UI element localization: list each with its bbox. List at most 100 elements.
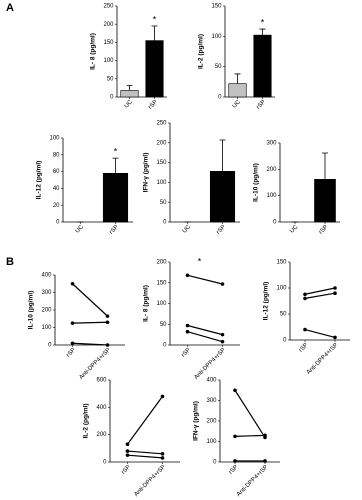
bar [228,83,247,98]
point [233,459,237,463]
y-tick-label: 80 [53,152,60,158]
y-tick-label: 100 [41,325,52,331]
point [105,314,110,318]
y-tick-label: 250 [103,4,114,10]
y-tick-label: 0 [218,95,222,101]
x-tick-label: UC [289,224,300,235]
pair-line [187,331,223,343]
pair-line [234,389,266,438]
y-tick-label: 100 [206,439,217,445]
y-tick-label: 250 [156,121,167,127]
point [160,452,165,456]
point [220,339,225,344]
error-bar [219,139,226,172]
point [233,434,237,439]
y-tick-label: 50 [280,312,287,318]
y-tick-label: 300 [266,141,277,147]
y-axis-label: IL-12 (pg/ml) [263,282,270,321]
y-tick-label: 200 [103,22,114,28]
error-bar [234,73,241,84]
x-tick-label: rSP [181,347,192,358]
point [303,327,307,332]
y-tick-label: 0 [103,460,107,466]
error-bar [259,28,266,36]
pair-line [304,287,336,295]
bar [314,179,336,223]
bar [120,90,139,98]
point [333,291,337,296]
bar [102,172,129,223]
y-tick-label: 400 [206,378,217,384]
bar [209,171,236,223]
y-tick-label: 100 [156,180,167,186]
y-tick-label: 40 [53,186,60,192]
point [160,394,165,399]
x-tick-label: rSP [256,99,267,110]
point [160,456,165,460]
y-tick-label: 50 [107,76,114,82]
point [185,329,190,334]
point [333,286,337,290]
y-tick-label: 50 [160,322,167,328]
x-tick-label: Anti-DPP4+rSP [78,347,112,381]
point [105,320,110,325]
y-tick-label: 100 [103,58,114,64]
y-axis-label: IL- 8 (pg/ml) [90,33,97,70]
y-tick-label: 150 [211,4,222,10]
point [185,273,190,278]
error-bar [322,152,328,180]
y-tick-label: 100 [276,286,287,292]
x-tick-label: Anti-DPP4+rSP [133,464,167,498]
x-tick-label: rSP [216,224,227,235]
y-tick-label: 200 [206,419,217,425]
y-tick-label: 0 [56,220,60,226]
y-tick-label: 0 [283,338,287,344]
y-tick-label: 200 [266,167,277,173]
y-tick-label: 200 [156,140,167,146]
y-tick-label: 20 [53,203,60,209]
x-tick-label: UC [75,224,86,235]
y-tick-label: 100 [156,301,167,307]
x-tick-label: rSP [318,224,329,235]
y-tick-label: 100 [211,34,222,40]
x-tick-label: rSP [228,464,239,475]
pair-line [127,450,163,455]
y-axis-label: IFN-γ (pg/ml) [193,401,200,441]
pair-line [187,324,223,336]
point [263,433,267,438]
panel-label: B [6,256,14,268]
y-tick-label: 100 [266,193,277,199]
point [220,332,225,337]
point [70,341,75,346]
y-tick-label: 600 [96,378,107,384]
y-tick-label: 50 [215,64,222,70]
y-tick-label: 0 [163,220,167,226]
x-tick-label: Anti-DPP4+rSP [193,347,227,381]
pair-line [304,292,336,299]
significance-mark: * [261,17,265,27]
point [125,453,130,457]
significance-mark: * [114,147,118,157]
error-bar [126,84,133,91]
pair-line [187,274,223,285]
y-tick-label: 100 [49,136,60,142]
point [303,296,307,301]
point [105,343,110,347]
point [125,442,130,447]
significance-mark: * [153,14,157,24]
y-axis-label: IL-10 (pg/ml) [253,163,260,202]
y-tick-label: 0 [273,220,277,226]
x-tick-label: rSP [109,224,120,235]
panel-label: A [6,2,14,14]
point [70,321,75,325]
y-tick-label: 60 [53,169,60,175]
x-tick-label: rSP [66,347,77,358]
point [263,459,267,463]
y-tick-label: 300 [41,290,52,296]
pair-line [234,434,266,437]
bar [145,40,164,98]
x-tick-label: UC [182,224,193,235]
point [70,281,75,286]
y-axis-label: IL- 8 (pg/ml) [143,285,150,322]
